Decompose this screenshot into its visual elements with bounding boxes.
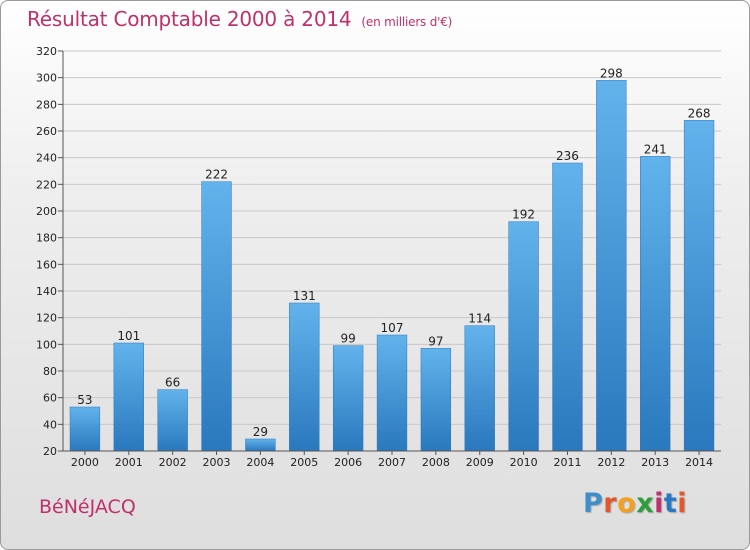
proxiti-logo: Proxiti <box>583 488 687 519</box>
axes: 20 40 60 80 100 120 140 160 180 200 220 240 260 280 30… <box>36 45 721 469</box>
value-label: 192 <box>512 208 535 222</box>
value-label: 268 <box>688 106 711 120</box>
value-label: 66 <box>165 376 180 390</box>
bar-2012 <box>596 80 627 452</box>
value-label: 107 <box>381 321 404 335</box>
y-tick-label: 160 <box>36 258 57 271</box>
bars: 53 101 66 222 29 131 99 107 97 114 192 236 298 241 268 <box>69 66 715 452</box>
x-tick-label: 2001 <box>115 456 143 469</box>
x-tick-label: 2006 <box>334 456 362 469</box>
y-tick-label: 100 <box>36 338 57 351</box>
chart-subtitle: (en milliers d'€) <box>361 15 453 29</box>
y-tick-label: 140 <box>36 285 57 298</box>
y-tick-label: 80 <box>43 365 57 378</box>
value-label: 29 <box>253 425 268 439</box>
value-label: 222 <box>205 168 228 182</box>
bar-2010 <box>508 221 539 452</box>
y-tick-label: 40 <box>43 418 57 431</box>
value-label: 53 <box>77 393 92 407</box>
bar-2007 <box>376 334 408 452</box>
x-tick-label: 2005 <box>290 456 318 469</box>
value-label: 131 <box>293 289 316 303</box>
x-tick-label: 2012 <box>597 456 625 469</box>
y-tick-label: 180 <box>36 232 57 245</box>
logo-letter: x <box>636 488 655 519</box>
bar-2001 <box>113 342 144 452</box>
bar-2000 <box>69 406 101 452</box>
logo-letter: i <box>677 488 688 519</box>
x-tick-label: 2010 <box>510 456 538 469</box>
y-tick-label: 60 <box>43 392 57 405</box>
x-tick-label: 2002 <box>159 456 187 469</box>
value-label: 298 <box>600 66 623 80</box>
value-label: 241 <box>644 142 667 156</box>
y-tick-label: 260 <box>36 125 57 138</box>
value-label: 114 <box>468 312 491 326</box>
logo-letter: P <box>583 488 604 519</box>
value-label: 97 <box>428 334 443 348</box>
x-tick-label: 2004 <box>246 456 274 469</box>
y-tick-label: 220 <box>36 178 57 191</box>
logo-letter: i <box>654 488 664 519</box>
logo-letter: r <box>603 488 618 519</box>
bar-2005 <box>289 302 320 452</box>
y-tick-label: 200 <box>36 205 57 218</box>
y-tick-label: 280 <box>36 98 57 111</box>
commune-name: BéNéJACQ <box>39 496 136 518</box>
x-tick-label: 2011 <box>553 456 581 469</box>
bar-2004 <box>245 438 276 452</box>
bar-2011 <box>552 162 583 452</box>
x-tick-label: 2013 <box>641 456 669 469</box>
bar-2003 <box>201 181 232 452</box>
chart-title-text: Résultat Comptable 2000 à 2014 <box>27 7 352 31</box>
x-tick-label: 2008 <box>422 456 450 469</box>
logo-letter: o <box>617 488 637 519</box>
x-tick-label: 2000 <box>71 456 99 469</box>
x-tick-label: 2003 <box>203 456 231 469</box>
bar-2009 <box>464 325 495 452</box>
bar-2002 <box>157 389 188 452</box>
x-tick-label: 2007 <box>378 456 406 469</box>
bar-2013 <box>640 156 671 452</box>
value-label: 101 <box>117 329 140 343</box>
y-tick-label: 320 <box>36 45 57 58</box>
bar-2008 <box>420 348 452 452</box>
x-tick-label: 2009 <box>466 456 494 469</box>
x-tick-label: 2014 <box>685 456 713 469</box>
bar-2014 <box>683 120 715 452</box>
value-label: 236 <box>556 149 579 163</box>
logo-letter: t <box>663 488 678 519</box>
y-tick-label: 300 <box>36 72 57 85</box>
bar-2006 <box>332 345 364 452</box>
value-label: 99 <box>340 332 355 346</box>
chart-title: Résultat Comptable 2000 à 2014 (en millie… <box>27 7 452 31</box>
y-tick-label: 240 <box>36 152 57 165</box>
y-tick-label: 120 <box>36 312 57 325</box>
y-tick-label: 20 <box>43 445 57 458</box>
